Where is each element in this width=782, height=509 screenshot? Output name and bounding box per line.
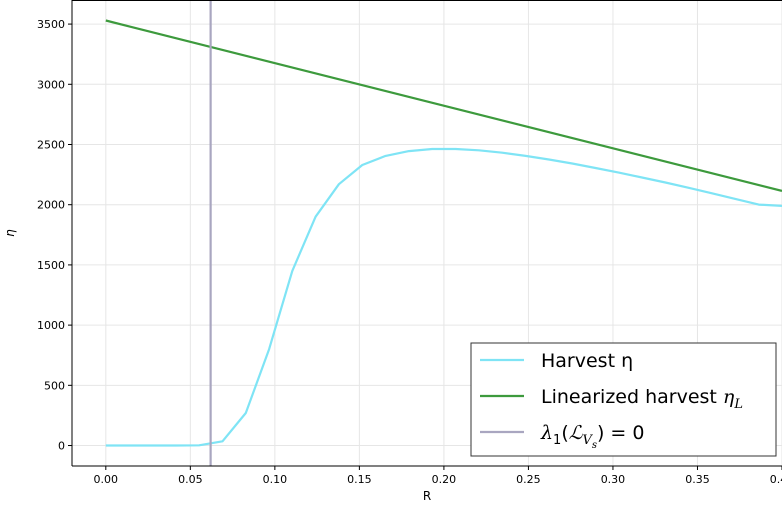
legend-label-harvest: Harvest η — [541, 350, 633, 372]
y-tick-label: 2000 — [37, 199, 65, 212]
x-tick-label: 0.35 — [685, 473, 710, 486]
x-tick-label: 0.10 — [263, 473, 288, 486]
series-harvest-line — [105, 147, 782, 447]
series-linearized-line — [105, 19, 782, 192]
legend-box — [470, 342, 777, 457]
legend-label-linearized: Linearized harvest ηL — [541, 386, 743, 412]
x-tick-label: 0.00 — [94, 473, 119, 486]
x-axis-label: R — [423, 489, 431, 503]
y-axis-label: η — [3, 229, 17, 237]
y-tick-label: 0 — [58, 440, 65, 453]
series-layer — [105, 0, 782, 466]
x-tick-label: 0.25 — [516, 473, 541, 486]
x-tick-label: 0.20 — [432, 473, 457, 486]
y-tick-label: 3500 — [37, 18, 65, 31]
y-tick-label: 3000 — [37, 78, 65, 91]
x-tick-label: 0.15 — [347, 473, 372, 486]
y-tick-label: 1500 — [37, 259, 65, 272]
x-tick-label: 0.05 — [178, 473, 203, 486]
x-tick-label: 0.40 — [770, 473, 782, 486]
x-tick-label: 0.30 — [601, 473, 626, 486]
legend-label-eigenvalue: λ1(ℒVs) = 0 — [540, 422, 644, 451]
y-tick-label: 1000 — [37, 319, 65, 332]
legend: Harvest η Linearized harvest ηL λ1(ℒVs) … — [470, 342, 777, 457]
y-tick-label: 500 — [44, 379, 65, 392]
tick-layer: 0.00 0.05 0.10 0.15 0.20 0.25 0.30 0.35 0.40 0 500… — [37, 18, 782, 486]
y-tick-label: 2500 — [37, 138, 65, 151]
